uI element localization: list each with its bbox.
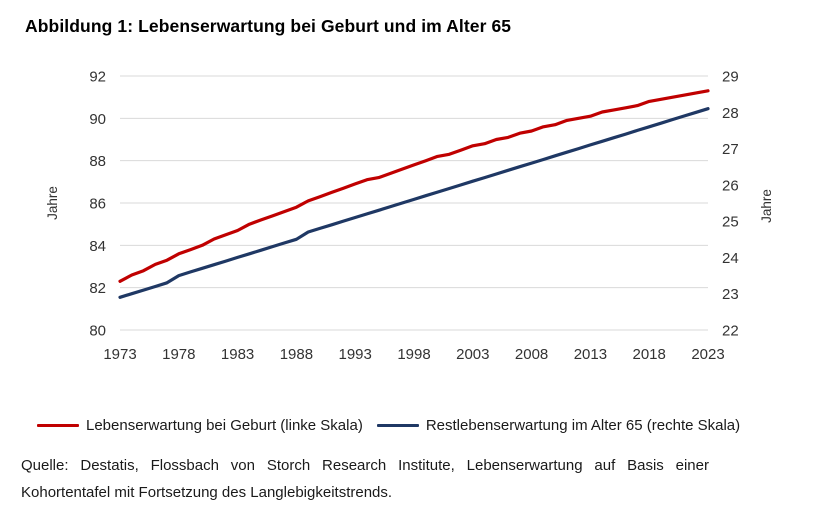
x-axis-tick-label: 2008 bbox=[515, 346, 548, 363]
x-axis-tick-label: 1983 bbox=[221, 346, 254, 363]
legend-label-age65: Restlebenserwartung im Alter 65 (rechte … bbox=[425, 417, 741, 434]
legend-label-birth: Lebenserwartung bei Geburt (linke Skala) bbox=[86, 417, 363, 434]
legend: Lebenserwartung bei Geburt (linke Skala)… bbox=[37, 417, 740, 434]
series-line-birth bbox=[118, 89, 710, 283]
legend-item-birth: Lebenserwartung bei Geburt (linke Skala) bbox=[37, 417, 363, 434]
right-axis-tick-label: 29 bbox=[722, 69, 739, 86]
left-axis-tick-label: 80 bbox=[89, 323, 106, 340]
left-axis-tick-label: 84 bbox=[89, 238, 106, 255]
left-axis-tick-label: 86 bbox=[89, 196, 106, 213]
figure-title: Abbildung 1: Lebenserwartung bei Geburt … bbox=[25, 16, 512, 36]
right-axis-title: Jahre bbox=[759, 189, 774, 223]
legend-line-swatch-navy bbox=[376, 423, 419, 428]
series-line-age65 bbox=[118, 107, 710, 299]
right-axis-tick-label: 28 bbox=[722, 105, 739, 122]
x-axis-tick-label: 2023 bbox=[691, 346, 724, 363]
x-axis-tick-label: 1973 bbox=[103, 346, 136, 363]
x-axis-tick-label: 2013 bbox=[574, 346, 607, 363]
left-axis-tick-label: 88 bbox=[89, 153, 106, 170]
x-axis-tick-label: 1978 bbox=[162, 346, 195, 363]
left-axis-tick-label: 90 bbox=[89, 111, 106, 128]
right-axis-tick-label: 24 bbox=[722, 250, 739, 267]
right-axis-tick-label: 22 bbox=[722, 323, 739, 340]
right-axis-tick-label: 25 bbox=[722, 214, 739, 231]
right-axis-tick-label: 26 bbox=[722, 177, 739, 194]
left-axis-tick-label: 92 bbox=[89, 69, 106, 86]
x-axis-tick-label: 1998 bbox=[397, 346, 430, 363]
x-axis-tick-label: 2003 bbox=[456, 346, 489, 363]
chart-svg: 80 82 84 86 88 90 92 22 23 24 25 26 27 28 29 1973 1978 19… bbox=[45, 69, 774, 364]
right-axis-tick-label: 27 bbox=[722, 141, 739, 158]
legend-line-swatch-red bbox=[37, 423, 79, 428]
x-axis-tick-label: 2018 bbox=[633, 346, 666, 363]
x-axis-tick-label: 1988 bbox=[280, 346, 313, 363]
x-axis-tick-label: 1993 bbox=[339, 346, 372, 363]
left-axis-tick-label: 82 bbox=[89, 280, 106, 297]
left-axis-title: Jahre bbox=[45, 186, 60, 220]
legend-item-age65: Restlebenserwartung im Alter 65 (rechte … bbox=[376, 417, 741, 434]
right-axis-tick-label: 23 bbox=[722, 286, 739, 303]
source-note: Quelle: Destatis, Flossbach von Storch R… bbox=[21, 457, 709, 501]
